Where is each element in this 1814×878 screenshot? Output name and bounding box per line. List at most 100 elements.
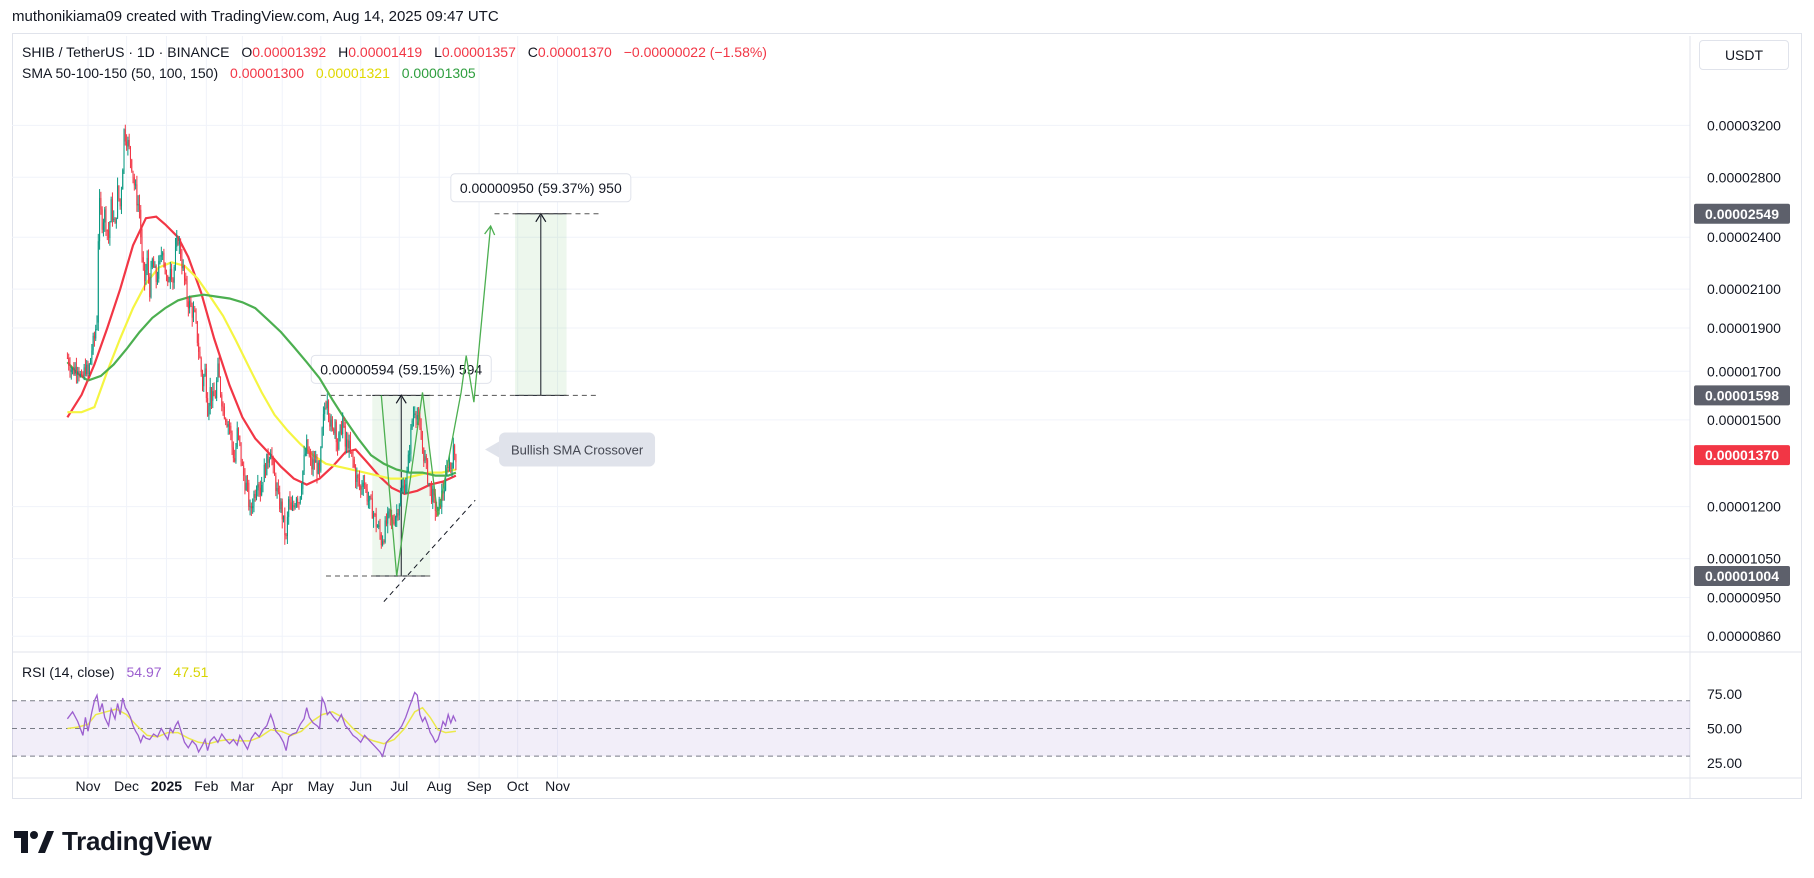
candle-body xyxy=(118,185,120,199)
candle-body xyxy=(396,512,398,518)
currency-selector[interactable]: USDT xyxy=(1699,40,1789,70)
candle-body xyxy=(203,375,205,387)
candle-body xyxy=(294,506,296,508)
candle-body xyxy=(256,490,258,499)
candle-body xyxy=(343,418,345,427)
candle-body xyxy=(292,504,294,510)
candle-body xyxy=(398,504,400,516)
candle-body xyxy=(124,129,126,142)
candle-body xyxy=(420,427,422,440)
candle-body xyxy=(115,217,117,224)
candle-body xyxy=(393,522,395,524)
candle-body xyxy=(96,322,98,330)
candle-body xyxy=(437,507,439,512)
candle-body xyxy=(111,199,113,220)
candle-body xyxy=(199,351,201,358)
low-label: L xyxy=(434,44,442,60)
candle-body xyxy=(334,421,336,434)
price-marker-box xyxy=(1694,203,1790,224)
candle-body xyxy=(181,257,183,269)
rsi-tick-label: 75.00 xyxy=(1707,686,1742,702)
candle-body xyxy=(140,209,142,238)
candle-body xyxy=(195,311,197,322)
candle-body xyxy=(331,419,333,429)
sma150-value: 0.00001305 xyxy=(401,65,476,81)
candle-body xyxy=(155,266,157,282)
candle-body xyxy=(153,259,155,268)
candle-body xyxy=(219,377,221,395)
candle-body xyxy=(360,486,362,490)
chart-credit: muthonikiama09 created with TradingView.… xyxy=(12,8,499,25)
candle-body xyxy=(267,453,269,463)
candle-body xyxy=(410,427,412,454)
candle-body xyxy=(207,398,209,416)
candle-body xyxy=(240,442,242,462)
candle-body xyxy=(428,483,430,485)
candle-body xyxy=(136,184,138,206)
candle-body xyxy=(416,415,418,420)
candle-body xyxy=(298,502,300,504)
candle-body xyxy=(198,342,200,352)
candle-body xyxy=(371,498,373,519)
candle-body xyxy=(250,506,252,509)
price-marker-box xyxy=(1694,566,1790,587)
sma50-value: 0.00001300 xyxy=(230,65,304,81)
candle-body xyxy=(421,439,423,448)
candle-body xyxy=(160,255,162,257)
candle-body xyxy=(361,486,363,490)
candle-body xyxy=(335,421,337,443)
candle-body xyxy=(127,139,129,147)
candle-body xyxy=(366,488,368,502)
candle-body xyxy=(274,464,276,476)
candle-body xyxy=(367,500,369,502)
candle-body xyxy=(93,335,95,339)
candle-body xyxy=(445,474,447,491)
candle-body xyxy=(328,401,330,417)
candle-body xyxy=(92,335,94,351)
candle-body xyxy=(389,509,391,517)
candle-body xyxy=(208,405,210,416)
candle-body xyxy=(78,371,80,377)
candle-body xyxy=(355,467,357,482)
candle-body xyxy=(252,506,254,509)
close-label: C xyxy=(527,44,538,60)
candle-body xyxy=(263,464,265,483)
candle-body xyxy=(433,488,435,495)
candle-body xyxy=(91,350,93,359)
axes-layer: 0.00003200 0.00002800 0.00002400 0.00002100… xyxy=(76,117,1790,794)
candle-body xyxy=(176,237,178,248)
candle-body xyxy=(423,447,425,462)
candle-body xyxy=(97,241,99,323)
candle-body xyxy=(427,460,429,484)
candle-body xyxy=(265,464,267,476)
chart-frame xyxy=(12,33,1802,799)
candle-body xyxy=(286,516,288,536)
candle-body xyxy=(168,280,170,283)
rsi-layer xyxy=(12,691,1690,758)
candle-body xyxy=(351,452,353,454)
candle-body xyxy=(271,453,273,459)
candle-body xyxy=(217,363,219,381)
candle-body xyxy=(382,541,384,546)
candle-body xyxy=(200,357,202,373)
price-tick-label: 0.00001050 xyxy=(1707,551,1781,567)
support-trendline xyxy=(383,499,476,602)
open-label: O xyxy=(241,44,253,60)
candle-body xyxy=(387,511,389,524)
candle-body xyxy=(150,267,152,298)
candle-body xyxy=(230,425,232,433)
candle-body xyxy=(311,457,313,470)
candle-body xyxy=(209,387,211,406)
candle-body xyxy=(229,424,231,426)
candle-body xyxy=(348,440,350,449)
candle-body xyxy=(365,484,367,489)
candle-body xyxy=(289,499,291,503)
symbol-title: SHIB / TetherUS · 1D · BINANCE xyxy=(22,44,230,60)
candle-body xyxy=(407,454,409,472)
time-tick-label: Aug xyxy=(427,778,452,794)
time-tick-label: Jun xyxy=(349,778,372,794)
candle-body xyxy=(281,501,283,520)
candle-body xyxy=(138,203,140,210)
candle-body xyxy=(159,256,161,262)
